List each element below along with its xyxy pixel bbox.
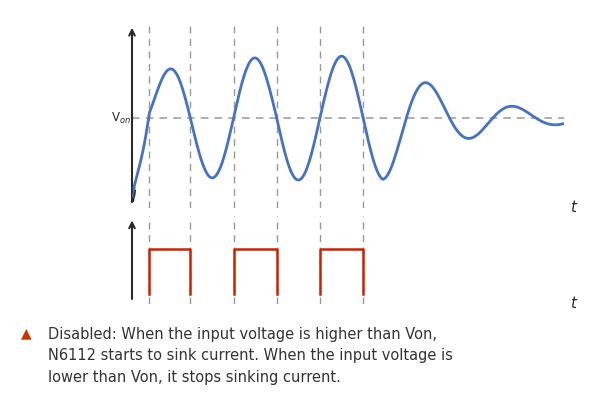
- Text: I: I: [132, 190, 137, 205]
- Text: t: t: [571, 201, 577, 215]
- Text: Disabled: When the input voltage is higher than Von,
N6112 starts to sink curren: Disabled: When the input voltage is high…: [48, 327, 453, 385]
- Text: V: V: [132, 0, 142, 1]
- Text: t: t: [571, 296, 577, 311]
- Text: ▲: ▲: [21, 327, 32, 341]
- Text: V$_{on}$: V$_{on}$: [111, 111, 131, 126]
